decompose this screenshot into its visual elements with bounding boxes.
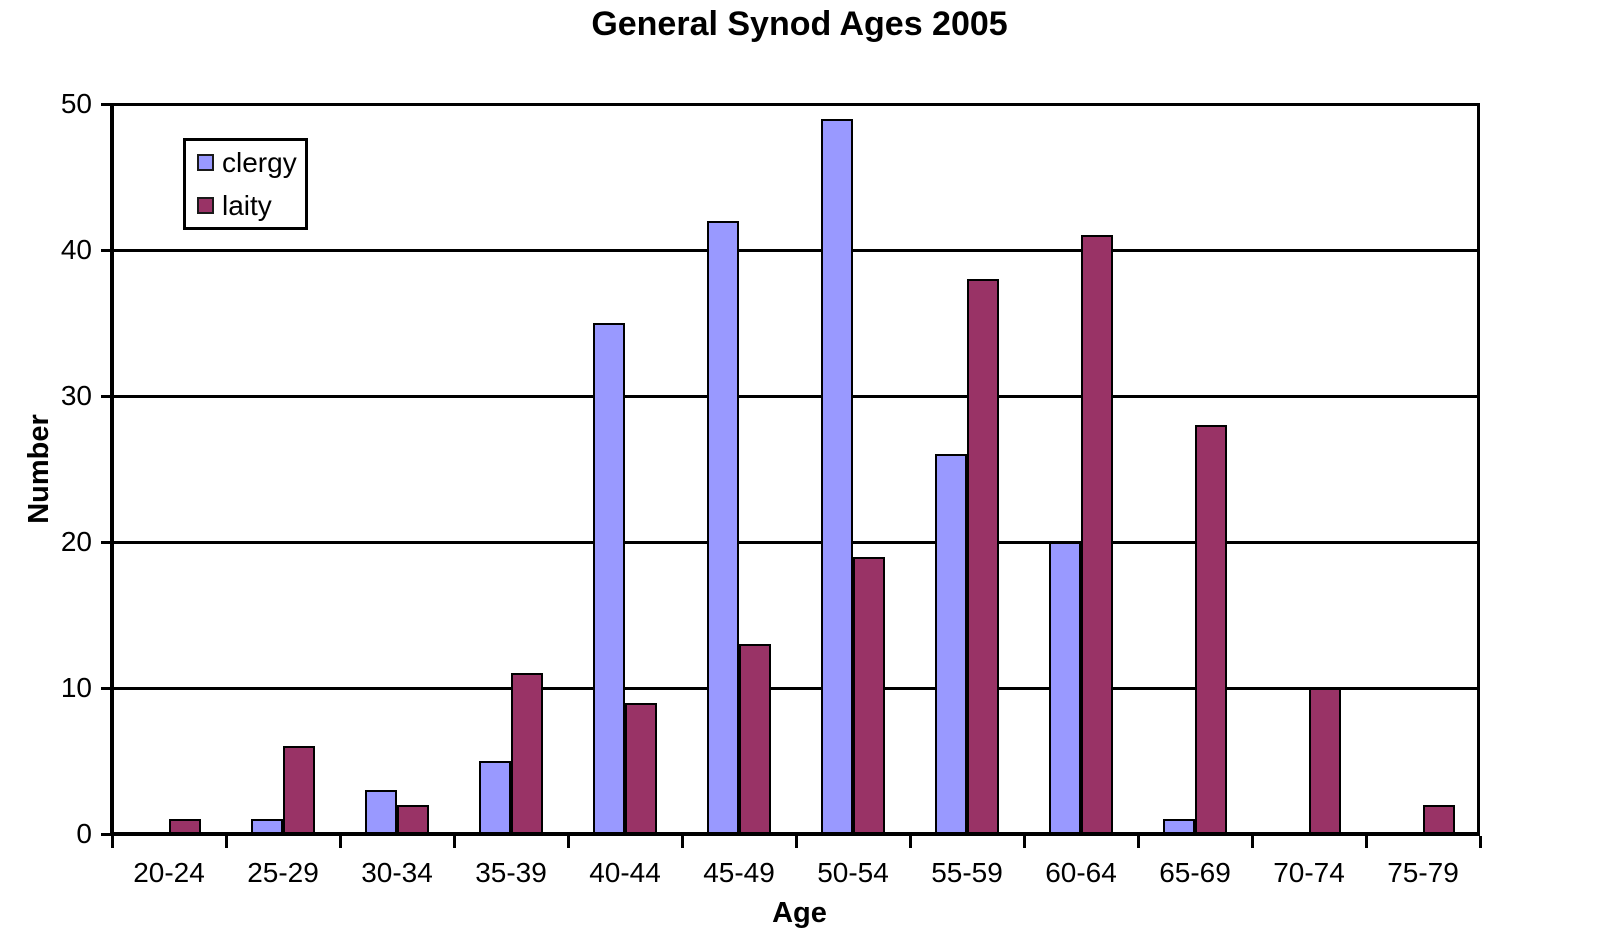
legend: clergy laity: [183, 138, 308, 230]
x-tick-12: [1478, 836, 1482, 848]
legend-swatch-laity: [197, 197, 214, 214]
gridline-40: [112, 248, 1480, 252]
bar-laity-40-44: [625, 702, 657, 836]
bar-laity-65-69: [1195, 425, 1227, 836]
y-tick-30: [101, 394, 112, 398]
y-tick-20: [101, 540, 112, 544]
y-tick-0: [101, 832, 112, 836]
legend-label-laity: laity: [222, 189, 272, 221]
y-axis-title: Number: [23, 414, 55, 524]
y-tick-label-50: 50: [60, 88, 92, 119]
x-tick-11: [1364, 836, 1368, 848]
x-tick-label-55-59: 55-59: [931, 857, 1003, 888]
bar-clergy-50-54: [821, 118, 853, 836]
y-tick-10: [101, 686, 112, 690]
y-tick-label-30: 30: [60, 380, 92, 411]
bar-laity-50-54: [853, 556, 885, 836]
bar-laity-45-49: [739, 644, 771, 836]
bar-laity-70-74: [1309, 688, 1341, 836]
y-tick-label-20: 20: [60, 526, 92, 557]
y-tick-40: [101, 248, 112, 252]
bar-laity-60-64: [1081, 235, 1113, 836]
x-axis-line: [110, 832, 1480, 836]
x-tick-1: [224, 836, 228, 848]
gridline-20: [112, 540, 1480, 544]
x-tick-label-25-29: 25-29: [247, 857, 319, 888]
bar-laity-35-39: [511, 673, 543, 836]
y-tick-label-0: 0: [76, 818, 92, 849]
gridline-50: [112, 102, 1480, 106]
y-tick-label-10: 10: [60, 672, 92, 703]
x-tick-9: [1136, 836, 1140, 848]
legend-label-clergy: clergy: [222, 146, 297, 178]
x-axis-title: Age: [772, 897, 827, 929]
gridline-30: [112, 394, 1480, 398]
x-tick-10: [1250, 836, 1254, 848]
x-tick-4: [566, 836, 570, 848]
x-tick-label-35-39: 35-39: [475, 857, 547, 888]
x-tick-label-75-79: 75-79: [1387, 857, 1459, 888]
bar-laity-75-79: [1423, 804, 1455, 836]
x-tick-2: [338, 836, 342, 848]
bar-clergy-45-49: [707, 220, 739, 836]
bar-clergy-40-44: [593, 323, 625, 836]
legend-swatch-clergy: [197, 154, 214, 171]
x-tick-8: [1022, 836, 1026, 848]
x-tick-label-65-69: 65-69: [1159, 857, 1231, 888]
x-tick-0: [110, 836, 114, 848]
x-tick-label-30-34: 30-34: [361, 857, 433, 888]
gridline-10: [112, 686, 1480, 690]
x-tick-label-20-24: 20-24: [133, 857, 205, 888]
x-tick-5: [680, 836, 684, 848]
y-tick-50: [101, 102, 112, 106]
y-tick-label-40: 40: [60, 234, 92, 265]
x-tick-label-50-54: 50-54: [817, 857, 889, 888]
x-tick-label-60-64: 60-64: [1045, 857, 1117, 888]
y-axis-line: [110, 103, 114, 836]
plot-right-border: [1477, 103, 1480, 836]
chart-title: General Synod Ages 2005: [591, 5, 1008, 43]
bar-laity-55-59: [967, 279, 999, 836]
bar-clergy-35-39: [479, 761, 511, 836]
x-tick-3: [452, 836, 456, 848]
x-tick-7: [908, 836, 912, 848]
bar-clergy-55-59: [935, 454, 967, 836]
bar-laity-25-29: [283, 746, 315, 836]
legend-item-clergy: clergy: [197, 146, 305, 178]
x-tick-label-45-49: 45-49: [703, 857, 775, 888]
legend-item-laity: laity: [197, 189, 305, 221]
bar-clergy-30-34: [365, 790, 397, 836]
bar-clergy-60-64: [1049, 542, 1081, 836]
x-tick-6: [794, 836, 798, 848]
x-tick-label-70-74: 70-74: [1273, 857, 1345, 888]
x-tick-label-40-44: 40-44: [589, 857, 661, 888]
